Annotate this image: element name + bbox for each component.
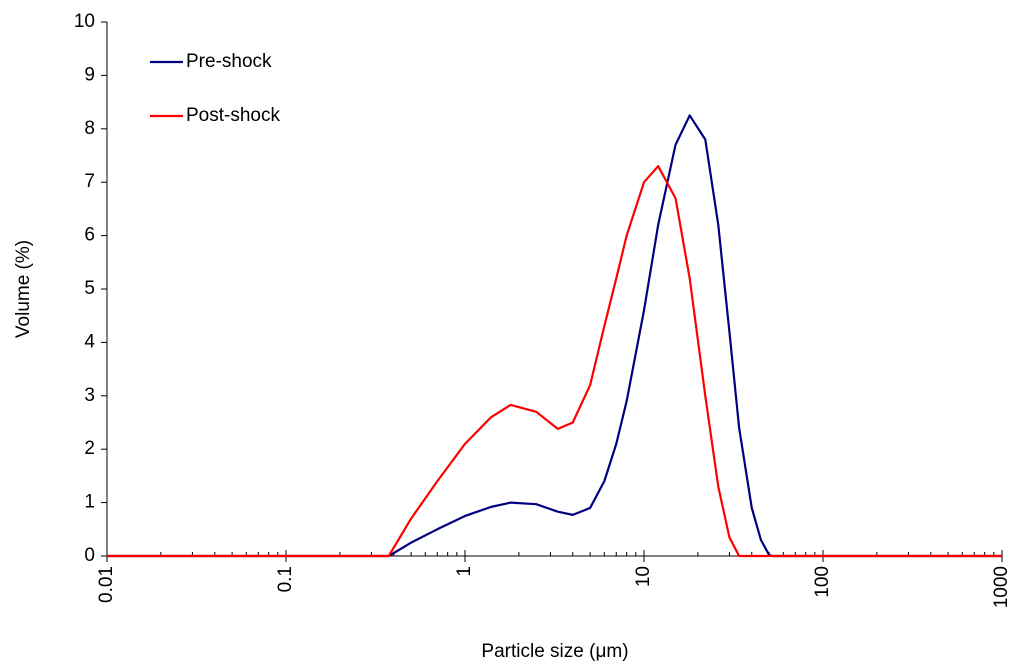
x-tick-label: 1 <box>454 566 475 577</box>
x-tick-label: 100 <box>812 566 833 598</box>
y-tick-label: 4 <box>84 331 95 352</box>
legend-label: Pre-shock <box>186 51 272 72</box>
series-line <box>107 165 1002 558</box>
y-axis-label: Volume (%) <box>13 240 34 338</box>
x-tick-label: 1000 <box>991 566 1012 608</box>
y-tick-label: 7 <box>84 171 95 192</box>
y-tick-label: 8 <box>84 118 95 139</box>
y-tick-label: 9 <box>84 64 95 85</box>
y-tick-label: 3 <box>84 385 95 406</box>
y-tick-label: 10 <box>74 11 95 32</box>
x-axis-label: Particle size (μm) <box>481 641 628 662</box>
y-tick-label: 1 <box>84 492 95 513</box>
series-line <box>107 114 1002 558</box>
y-tick-label: 5 <box>84 278 95 299</box>
y-tick-label: 2 <box>84 438 95 459</box>
x-tick-label: 0.1 <box>275 566 296 592</box>
y-tick-label: 0 <box>84 545 95 566</box>
x-tick-label: 10 <box>633 566 654 587</box>
y-tick-label: 6 <box>84 225 95 246</box>
x-tick-label: 0.01 <box>96 566 117 603</box>
legend-label: Post-shock <box>186 105 280 126</box>
